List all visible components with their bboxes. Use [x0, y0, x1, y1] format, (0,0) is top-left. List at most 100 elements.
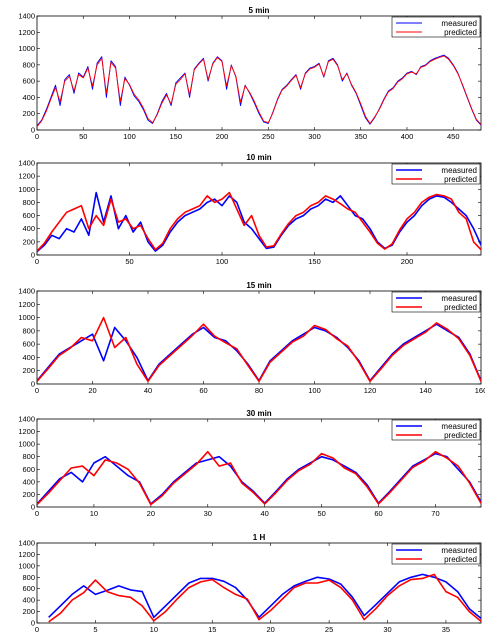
series-line-measured — [37, 191, 481, 253]
series-line-measured — [37, 323, 481, 382]
x-tick-label: 20 — [147, 509, 155, 518]
legend-label-predicted: predicted — [444, 555, 477, 564]
x-tick-label: 80 — [255, 386, 263, 395]
y-tick-label: 400 — [22, 477, 35, 486]
y-tick-label: 200 — [22, 366, 35, 375]
chart-title: 15 min — [246, 281, 271, 290]
x-tick-label: 100 — [308, 386, 321, 395]
x-tick-label: 300 — [308, 132, 321, 141]
y-tick-label: 1400 — [18, 415, 35, 424]
y-tick-label: 1400 — [18, 12, 35, 21]
legend-label-measured: measured — [441, 422, 477, 431]
x-tick-label: 0 — [35, 132, 39, 141]
y-tick-label: 1200 — [18, 28, 35, 37]
chart-title: 30 min — [246, 409, 271, 418]
y-tick-label: 600 — [22, 211, 35, 220]
x-tick-label: 350 — [354, 132, 367, 141]
y-tick-label: 800 — [22, 198, 35, 207]
chart-panel-2: 10 min 0 200 400 600 800 1000 1200 1400 0 50 100 150… — [18, 153, 482, 266]
y-tick-label: 0 — [31, 380, 35, 389]
plot-area — [36, 418, 482, 508]
y-tick-label: 1200 — [18, 427, 35, 436]
y-tick-label: 1000 — [18, 44, 35, 53]
y-tick-label: 1000 — [18, 440, 35, 449]
x-tick-label: 5 — [93, 625, 97, 634]
y-tick-label: 1000 — [18, 561, 35, 570]
x-tick-label: 10 — [90, 509, 98, 518]
series-line-measured — [37, 54, 481, 127]
y-tick-label: 1000 — [18, 185, 35, 194]
x-tick-label: 20 — [267, 625, 275, 634]
y-tick-label: 200 — [22, 607, 35, 616]
y-tick-label: 0 — [31, 619, 35, 628]
x-tick-label: 20 — [88, 386, 96, 395]
y-tick-label: 0 — [31, 126, 35, 135]
x-tick-label: 450 — [447, 132, 460, 141]
y-tick-label: 1400 — [18, 287, 35, 296]
y-tick-label: 1000 — [18, 313, 35, 322]
x-tick-label: 0 — [35, 625, 39, 634]
y-tick-label: 400 — [22, 93, 35, 102]
x-tick-label: 40 — [144, 386, 152, 395]
y-tick-label: 600 — [22, 584, 35, 593]
x-tick-label: 30 — [383, 625, 391, 634]
y-tick-label: 1400 — [18, 159, 35, 168]
legend-label-measured: measured — [441, 546, 477, 555]
x-tick-label: 50 — [125, 257, 133, 266]
legend-label-predicted: predicted — [444, 175, 477, 184]
y-tick-label: 0 — [31, 503, 35, 512]
x-tick-label: 70 — [431, 509, 439, 518]
y-tick-label: 800 — [22, 573, 35, 582]
series-line-measured — [48, 573, 481, 620]
legend-label-measured: measured — [441, 19, 477, 28]
legend-label-predicted: predicted — [444, 303, 477, 312]
x-tick-label: 50 — [317, 509, 325, 518]
x-tick-label: 100 — [123, 132, 136, 141]
legend-label-predicted: predicted — [444, 28, 477, 37]
series-line-predicted — [37, 316, 481, 383]
y-tick-label: 400 — [22, 353, 35, 362]
y-tick-label: 600 — [22, 77, 35, 86]
plot-area — [36, 162, 482, 256]
series-line-predicted — [37, 191, 481, 252]
plot-area — [36, 15, 482, 131]
x-tick-label: 250 — [262, 132, 275, 141]
series-line-predicted — [37, 55, 481, 127]
x-tick-label: 160 — [475, 386, 485, 395]
y-tick-label: 200 — [22, 490, 35, 499]
chart-panel-1: 5 min 0 200 400 600 800 1000 1200 1400 0 50 100 150 2… — [18, 6, 482, 141]
y-tick-label: 200 — [22, 237, 35, 246]
legend-label-measured: measured — [441, 166, 477, 175]
chart-title: 10 min — [246, 153, 271, 162]
y-tick-label: 800 — [22, 452, 35, 461]
y-tick-label: 0 — [31, 251, 35, 260]
y-tick-label: 1400 — [18, 539, 35, 548]
legend-label-predicted: predicted — [444, 431, 477, 440]
x-tick-label: 40 — [261, 509, 269, 518]
series-line-predicted — [37, 450, 481, 506]
x-tick-label: 400 — [401, 132, 414, 141]
x-tick-label: 140 — [419, 386, 432, 395]
x-tick-label: 60 — [374, 509, 382, 518]
x-tick-label: 0 — [35, 509, 39, 518]
x-tick-label: 0 — [35, 257, 39, 266]
y-tick-label: 600 — [22, 340, 35, 349]
y-tick-label: 400 — [22, 596, 35, 605]
x-tick-label: 10 — [150, 625, 158, 634]
y-tick-label: 800 — [22, 60, 35, 69]
y-tick-label: 400 — [22, 224, 35, 233]
x-tick-label: 30 — [204, 509, 212, 518]
chart-panel-4: 30 min 0 200 400 600 800 1000 1200 1400 0 10 20 30 40… — [18, 409, 482, 518]
x-tick-label: 25 — [325, 625, 333, 634]
x-tick-label: 200 — [401, 257, 414, 266]
plot-area — [36, 542, 482, 624]
y-tick-label: 1200 — [18, 550, 35, 559]
y-tick-label: 600 — [22, 465, 35, 474]
